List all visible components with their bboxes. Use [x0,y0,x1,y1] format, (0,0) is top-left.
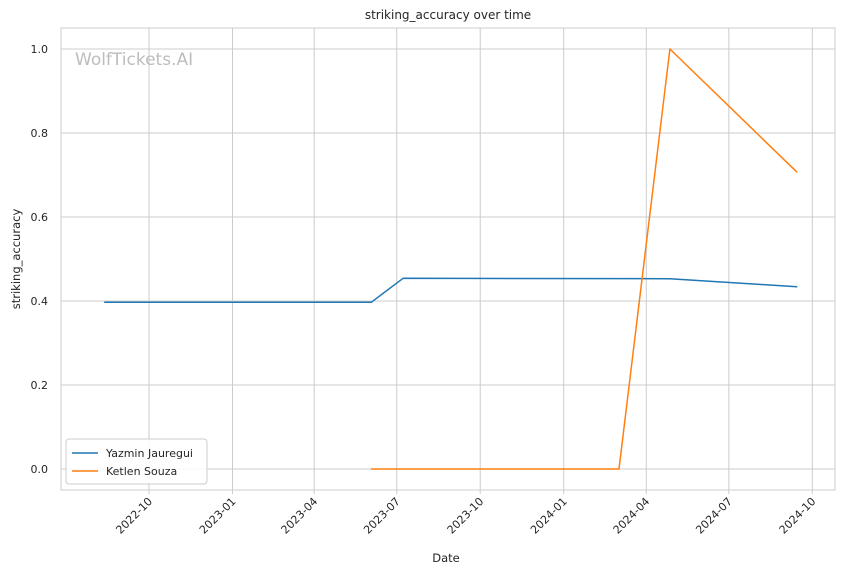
x-tick-label: 2024-04 [611,495,653,537]
data-point-yazmin-jauregui [402,277,404,279]
y-tick-label: 0.6 [31,211,49,224]
x-tick-label: 2023-10 [445,495,487,537]
y-tick-label: 0.0 [31,463,49,476]
x-tick-label: 2024-07 [693,495,735,537]
data-point-yazmin-jauregui [669,278,671,280]
legend: Yazmin Jauregui Ketlen Souza [65,438,208,485]
data-point-ketlen-souza [618,468,620,470]
data-point-ketlen-souza [370,468,372,470]
data-point-yazmin-jauregui [796,286,798,288]
series-lines [103,48,798,470]
grid [61,28,835,494]
plot-area [61,28,835,490]
data-point-ketlen-souza [669,48,671,50]
x-tick-label: 2023-04 [279,495,321,537]
chart-title: striking_accuracy over time [365,8,531,22]
x-tick-labels: 2022-10 2023-01 2023-04 2023-07 2023-10 2024-… [113,495,818,537]
x-tick-label: 2024-10 [777,495,819,537]
data-point-ketlen-souza [796,171,798,173]
y-tick-labels: 0.0 0.2 0.4 0.6 0.8 1.0 [31,43,49,476]
data-point-yazmin-jauregui [370,301,372,303]
plot-frame [60,27,836,491]
x-tick-label: 2024-01 [528,495,570,537]
x-axis-label: Date [432,551,460,565]
x-tick-label: 2023-07 [361,495,403,537]
y-tick-label: 0.8 [31,127,49,140]
legend-box [65,438,208,485]
series-line-ketlen-souza [371,48,798,470]
y-tick-label: 0.4 [31,295,49,308]
x-tick-label: 2023-01 [197,495,239,537]
x-tick-label: 2022-10 [113,495,155,537]
y-tick-label: 1.0 [31,43,49,56]
data-point-yazmin-jauregui [103,301,106,303]
legend-label-ketlen-souza: Ketlen Souza [106,465,177,478]
watermark: WolfTickets.AI [75,50,193,70]
legend-label-yazmin-jauregui: Yazmin Jauregui [105,447,193,460]
y-tick-label: 0.2 [31,379,49,392]
y-axis-label: striking_accuracy [9,209,23,310]
